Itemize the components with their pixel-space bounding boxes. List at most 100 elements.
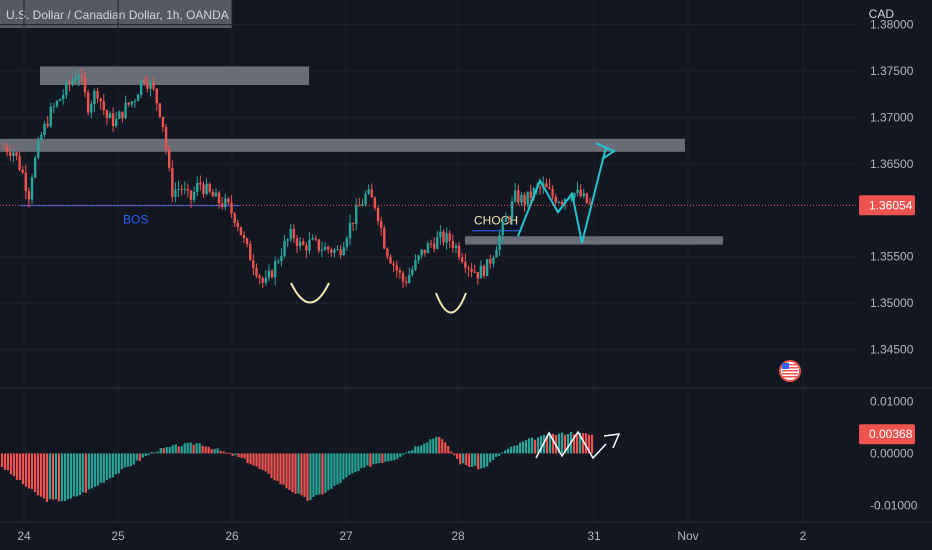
candle-body-76 bbox=[239, 226, 243, 236]
hist-bar-117 bbox=[351, 453, 354, 474]
time-tick-2: 26 bbox=[225, 529, 239, 543]
candle-body-140 bbox=[439, 231, 442, 238]
candle-57 bbox=[180, 184, 183, 196]
candle-110 bbox=[345, 235, 349, 251]
candle-body-11 bbox=[37, 140, 40, 158]
candle-body-156 bbox=[489, 259, 492, 264]
candle-body-25 bbox=[80, 75, 84, 78]
bos-annotation: BOS bbox=[20, 205, 240, 227]
candle-152 bbox=[476, 271, 479, 285]
candle-body-165 bbox=[517, 190, 520, 203]
hist-bar-20 bbox=[60, 453, 63, 502]
candle-body-23 bbox=[74, 79, 77, 81]
hist-bar-2 bbox=[6, 453, 10, 471]
candle-52 bbox=[164, 123, 168, 155]
hist-bar-12 bbox=[36, 453, 40, 496]
candle-90 bbox=[283, 234, 286, 259]
candle-body-115 bbox=[361, 204, 364, 206]
candle-115 bbox=[361, 198, 364, 207]
hist-bar-27 bbox=[81, 453, 84, 493]
price-tick-5: 1.35500 bbox=[870, 250, 914, 264]
candle-body-29 bbox=[93, 90, 96, 105]
candle-body-134 bbox=[420, 249, 423, 256]
oscillator-axis[interactable]: 0.01000 0.00000 -0.01000 0.00368 bbox=[859, 394, 918, 513]
candle-body-151 bbox=[473, 271, 476, 273]
price-tick-6: 1.35000 bbox=[870, 296, 914, 310]
candle-60 bbox=[189, 189, 193, 209]
candle-body-131 bbox=[411, 269, 414, 275]
candle-85 bbox=[267, 264, 271, 282]
candle-body-4 bbox=[15, 152, 18, 157]
hist-bar-182 bbox=[545, 436, 549, 454]
candle-body-5 bbox=[18, 156, 21, 170]
candle-body-19 bbox=[62, 95, 65, 100]
symbol-title-bar[interactable] bbox=[0, 0, 232, 28]
candle-174 bbox=[545, 178, 548, 188]
hist-bar-92 bbox=[276, 453, 279, 481]
hist-bar-79 bbox=[237, 453, 240, 457]
candle-138 bbox=[432, 237, 436, 253]
candle-157 bbox=[492, 255, 495, 268]
candle-62 bbox=[196, 176, 199, 197]
candle-89 bbox=[280, 248, 283, 267]
price-axis[interactable]: 1.38000 1.37500 1.37000 1.36500 1.35500 1.350… bbox=[859, 18, 915, 357]
candle-body-27 bbox=[86, 92, 90, 113]
candle-body-58 bbox=[183, 188, 186, 190]
hist-bar-184 bbox=[551, 433, 555, 454]
osc-tick-1: 0.00000 bbox=[870, 446, 914, 460]
zone-0 bbox=[40, 66, 309, 85]
hist-bar-45 bbox=[135, 453, 138, 461]
candle-33 bbox=[105, 109, 109, 125]
osc-value-label: 0.00368 bbox=[869, 427, 913, 441]
hist-bar-163 bbox=[489, 453, 492, 463]
hist-bar-149 bbox=[447, 446, 450, 454]
candle-body-97 bbox=[305, 244, 308, 251]
us-flag-icon[interactable] bbox=[779, 360, 801, 382]
candle-22 bbox=[71, 76, 74, 87]
hist-bar-136 bbox=[408, 451, 411, 454]
candle-46 bbox=[146, 76, 149, 93]
hist-bar-192 bbox=[575, 434, 579, 454]
candle-body-81 bbox=[255, 267, 258, 276]
time-tick-1: 25 bbox=[111, 529, 125, 543]
candle-86 bbox=[270, 269, 274, 279]
hist-bar-26 bbox=[78, 453, 81, 496]
hist-bar-141 bbox=[423, 443, 426, 454]
hist-bar-135 bbox=[405, 452, 408, 454]
candle-51 bbox=[161, 116, 165, 133]
hist-bar-173 bbox=[519, 442, 522, 454]
candle-127 bbox=[398, 267, 402, 279]
candle-body-89 bbox=[280, 256, 283, 262]
hist-bar-106 bbox=[318, 453, 321, 495]
hist-bar-153 bbox=[459, 453, 462, 465]
candle-166 bbox=[520, 192, 523, 206]
hist-bar-181 bbox=[542, 434, 546, 454]
hist-bar-9 bbox=[27, 453, 31, 489]
candle-63 bbox=[199, 175, 202, 191]
candle-79 bbox=[249, 240, 252, 261]
hist-bar-88 bbox=[264, 453, 267, 472]
candle-body-30 bbox=[96, 90, 99, 99]
candle-body-12 bbox=[40, 134, 43, 141]
time-axis[interactable]: 24 25 26 27 28 31 Nov 2 bbox=[17, 529, 806, 543]
hist-bar-31 bbox=[93, 453, 96, 487]
candle-body-167 bbox=[523, 194, 526, 205]
hist-bar-133 bbox=[399, 453, 402, 457]
candle-body-154 bbox=[482, 265, 486, 277]
candle-body-9 bbox=[30, 177, 34, 200]
candle-body-34 bbox=[108, 113, 112, 119]
candle-body-129 bbox=[404, 281, 408, 283]
candle-75 bbox=[236, 219, 239, 232]
candle-111 bbox=[348, 214, 352, 246]
hist-bar-61 bbox=[183, 443, 186, 454]
candle-154 bbox=[482, 264, 486, 279]
zone-2 bbox=[465, 236, 723, 245]
candle-body-65 bbox=[205, 183, 208, 195]
candle-body-10 bbox=[33, 157, 37, 178]
hist-bar-32 bbox=[96, 453, 99, 486]
hist-bar-17 bbox=[51, 453, 55, 500]
candle-body-95 bbox=[298, 241, 302, 247]
candle-41 bbox=[130, 100, 133, 108]
hist-bar-101 bbox=[303, 453, 306, 497]
